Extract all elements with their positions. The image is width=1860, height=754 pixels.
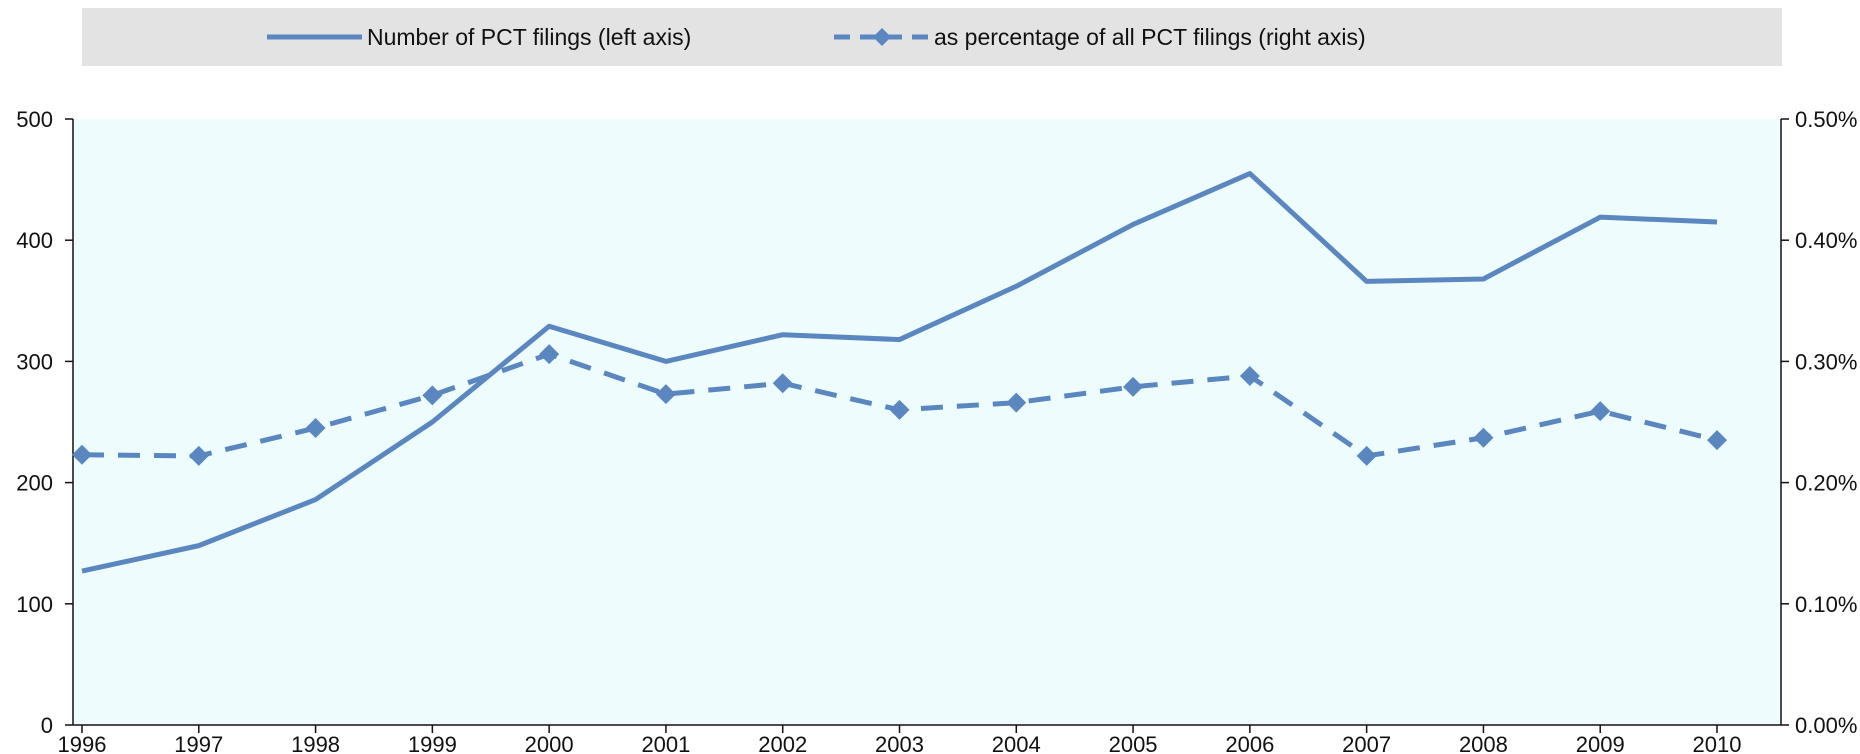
x-tick-label: 2004 <box>992 732 1041 754</box>
legend-item-percentage: as percentage of all PCT filings (right … <box>834 8 1366 66</box>
series-marker-percentage <box>188 445 209 466</box>
x-tick-label: 2009 <box>1576 732 1625 754</box>
x-tick-label: 1996 <box>58 732 107 754</box>
x-tick-label: 2005 <box>1109 732 1158 754</box>
y-right-tick-label: 0.50% <box>1795 107 1857 132</box>
series-marker-percentage <box>1707 430 1727 451</box>
x-tick-label: 1999 <box>408 732 457 754</box>
legend-label-percentage: as percentage of all PCT filings (right … <box>934 23 1366 50</box>
series-marker-percentage <box>772 373 793 394</box>
legend-label-filings: Number of PCT filings (left axis) <box>367 23 692 50</box>
y-left-tick-label: 200 <box>16 471 53 496</box>
x-tick-label: 2002 <box>758 732 807 754</box>
x-tick-label: 2010 <box>1693 732 1742 754</box>
x-tick-label: 2008 <box>1459 732 1508 754</box>
y-left-tick-label: 400 <box>16 228 53 253</box>
series-marker-percentage <box>889 399 910 420</box>
y-right-tick-label: 0.00% <box>1795 713 1857 738</box>
series-marker-percentage <box>1590 401 1611 422</box>
series-marker-percentage <box>1239 365 1260 386</box>
series-marker-percentage <box>655 384 676 405</box>
series-marker-percentage <box>72 444 92 465</box>
legend-item-filings: Number of PCT filings (left axis) <box>267 8 691 66</box>
series-marker-percentage <box>422 385 443 406</box>
y-right-tick-label: 0.30% <box>1795 349 1857 374</box>
legend-swatch-dashed-diamond <box>834 28 929 46</box>
x-tick-label: 1997 <box>174 732 223 754</box>
x-tick-label: 2006 <box>1225 732 1274 754</box>
series-marker-percentage <box>1123 376 1144 397</box>
series-marker-percentage <box>539 344 560 365</box>
y-left-tick-label: 0 <box>41 713 53 738</box>
x-tick-label: 2001 <box>641 732 690 754</box>
x-tick-label: 1998 <box>291 732 340 754</box>
y-right-tick-label: 0.40% <box>1795 228 1857 253</box>
x-tick-label: 2007 <box>1342 732 1391 754</box>
series-marker-percentage <box>1473 427 1494 448</box>
y-right-tick-label: 0.10% <box>1795 592 1857 617</box>
x-tick-label: 2000 <box>525 732 574 754</box>
legend: Number of PCT filings (left axis) as per… <box>82 8 1782 66</box>
legend-swatch-solid-line <box>267 34 362 40</box>
series-line-filings <box>81 171 1718 574</box>
x-tick-label: 2003 <box>875 732 924 754</box>
plot-background <box>73 119 1781 725</box>
y-left-tick-label: 500 <box>16 107 53 132</box>
series-marker-percentage <box>1006 392 1027 413</box>
y-left-tick-label: 100 <box>16 592 53 617</box>
series-marker-percentage <box>1356 445 1377 466</box>
y-left-tick-label: 300 <box>16 349 53 374</box>
y-right-tick-label: 0.20% <box>1795 471 1857 496</box>
series-marker-percentage <box>305 418 326 439</box>
